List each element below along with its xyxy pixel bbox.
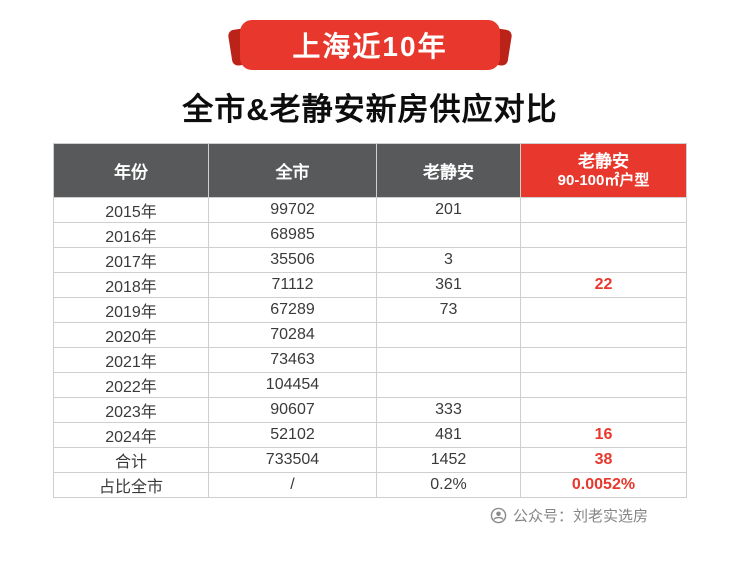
col-header-jingan-unit-line1: 老静安 (578, 151, 629, 171)
unit-cell (520, 372, 687, 398)
table-row: 2017年 35506 3 (53, 247, 687, 273)
city-cell: 71112 (208, 272, 377, 298)
year-cell: 2018年 (53, 272, 209, 298)
table-row: 2018年 71112 361 22 (53, 272, 687, 298)
unit-cell: 38 (520, 447, 687, 473)
jingan-cell (376, 222, 521, 248)
city-cell: 104454 (208, 372, 377, 398)
city-cell: 73463 (208, 347, 377, 373)
table-row-total: 合计 733504 1452 38 (53, 447, 687, 473)
year-cell: 2022年 (53, 372, 209, 398)
year-cell: 2016年 (53, 222, 209, 248)
official-account-icon (490, 507, 507, 524)
unit-cell (520, 297, 687, 323)
jingan-cell: 201 (376, 197, 521, 223)
city-cell: 70284 (208, 322, 377, 348)
jingan-cell (376, 347, 521, 373)
table-row: 2022年 104454 (53, 372, 687, 398)
col-header-jingan-unit: 老静安 90-100㎡户型 (520, 143, 687, 198)
unit-cell (520, 247, 687, 273)
jingan-cell: 73 (376, 297, 521, 323)
table-row: 2023年 90607 333 (53, 397, 687, 423)
col-header-jingan: 老静安 (376, 143, 521, 198)
col-header-year: 年份 (53, 143, 209, 198)
city-cell: 67289 (208, 297, 377, 323)
unit-cell (520, 347, 687, 373)
jingan-cell: 481 (376, 422, 521, 448)
banner-ribbon: 上海近10年 (227, 20, 513, 70)
unit-cell (520, 322, 687, 348)
city-cell: 52102 (208, 422, 377, 448)
jingan-cell: 333 (376, 397, 521, 423)
unit-cell (520, 397, 687, 423)
table-row: 2020年 70284 (53, 322, 687, 348)
footer-watermark: 公众号：刘老实选房 (0, 505, 740, 526)
table-row: 2024年 52102 481 16 (53, 422, 687, 448)
year-cell: 2017年 (53, 247, 209, 273)
year-cell: 占比全市 (53, 472, 209, 498)
table-row: 2021年 73463 (53, 347, 687, 373)
city-cell: 90607 (208, 397, 377, 423)
unit-cell (520, 222, 687, 248)
year-cell: 2020年 (53, 322, 209, 348)
table-row: 2016年 68985 (53, 222, 687, 248)
unit-cell: 16 (520, 422, 687, 448)
table-row: 2019年 67289 73 (53, 297, 687, 323)
table-header-row: 年份 全市 老静安 老静安 90-100㎡户型 (53, 143, 687, 198)
col-header-jingan-unit-line2: 90-100㎡户型 (557, 171, 650, 189)
col-header-city: 全市 (208, 143, 377, 198)
page-title: 全市&老静安新房供应对比 (182, 92, 558, 127)
year-cell: 合计 (53, 447, 209, 473)
city-cell: 68985 (208, 222, 377, 248)
supply-comparison-table: 年份 全市 老静安 老静安 90-100㎡户型 2015年 99702 201 … (53, 143, 687, 498)
city-cell: 35506 (208, 247, 377, 273)
city-cell: 99702 (208, 197, 377, 223)
city-cell: / (208, 472, 377, 498)
jingan-cell: 1452 (376, 447, 521, 473)
year-cell: 2021年 (53, 347, 209, 373)
jingan-cell: 361 (376, 272, 521, 298)
jingan-cell (376, 372, 521, 398)
city-cell: 733504 (208, 447, 377, 473)
table-row-share: 占比全市 / 0.2% 0.0052% (53, 472, 687, 498)
jingan-cell: 3 (376, 247, 521, 273)
year-cell: 2019年 (53, 297, 209, 323)
jingan-cell: 0.2% (376, 472, 521, 498)
unit-cell: 0.0052% (520, 472, 687, 498)
unit-cell: 22 (520, 272, 687, 298)
banner-label: 上海近10年 (240, 20, 500, 70)
year-cell: 2023年 (53, 397, 209, 423)
year-cell: 2015年 (53, 197, 209, 223)
watermark-text: 公众号：刘老实选房 (512, 508, 648, 525)
year-cell: 2024年 (53, 422, 209, 448)
unit-cell (520, 197, 687, 223)
jingan-cell (376, 322, 521, 348)
table-row: 2015年 99702 201 (53, 197, 687, 223)
